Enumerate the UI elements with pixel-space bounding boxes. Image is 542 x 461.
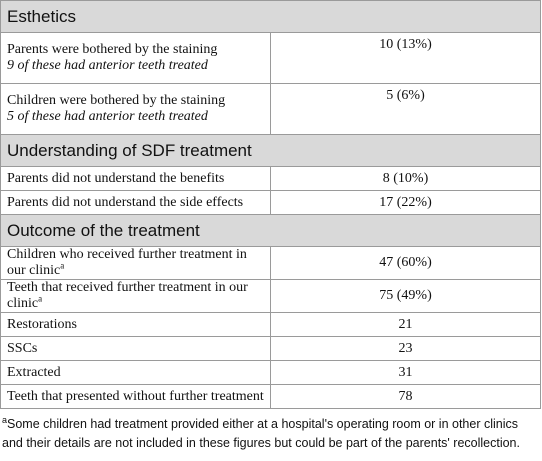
row-label: Teeth that presented without further tre… [7,388,264,404]
data-row: Restorations 21 [0,312,541,337]
row-value: 23 [270,336,541,361]
row-label-cell: Children were bothered by the staining 5 … [0,83,271,135]
footnote: aSome children had treatment provided ei… [2,415,540,453]
row-label-cell: SSCs [0,336,271,361]
row-value: 5 (6%) [270,83,541,135]
row-label: SSCs [7,340,38,356]
row-value: 21 [270,312,541,337]
data-row: SSCs 23 [0,336,541,361]
row-value: 47 (60%) [270,246,541,280]
row-label: Parents did not understand the side effe… [7,194,244,210]
row-label-cell: Extracted [0,360,271,385]
data-row: Parents were bothered by the staining 9 o… [0,32,541,84]
row-label-cell: Parents did not understand the side effe… [0,190,271,215]
row-label: Parents were bothered by the staining [7,42,218,57]
row-label-cell: Restorations [0,312,271,337]
row-label-cell: Teeth that received further treatment in… [0,279,271,313]
data-row: Children were bothered by the staining 5 … [0,83,541,135]
footnote-mark: a [2,414,8,425]
data-row: Extracted 31 [0,360,541,385]
row-label: Teeth that received further treatment in… [7,280,248,311]
row-label-cell: Parents were bothered by the staining 9 o… [0,32,271,84]
data-row: Teeth that received further treatment in… [0,279,541,313]
row-label: Children were bothered by the staining [7,93,226,108]
row-label: Children who received further treatment … [7,247,247,278]
section-title: Esthetics [0,0,541,33]
row-value: 31 [270,360,541,385]
table-body: Esthetics Parents were bothered by the st… [0,0,541,409]
table: Esthetics Parents were bothered by the st… [0,0,541,409]
data-row: Teeth that presented without further tre… [0,384,541,409]
section-row: Understanding of SDF treatment [0,134,541,167]
row-label: Restorations [7,316,77,332]
row-label-cell: Parents did not understand the benefits [0,166,271,191]
row-value: 75 (49%) [270,279,541,313]
section-row: Esthetics [0,0,541,33]
row-value: 78 [270,384,541,409]
footnote-ref: a [60,260,65,271]
section-row: Outcome of the treatment [0,214,541,247]
footnote-text: Some children had treatment provided eit… [2,417,520,450]
row-label-cell: Teeth that presented without further tre… [0,384,271,409]
row-value: 10 (13%) [270,32,541,84]
row-label: Parents did not understand the benefits [7,170,225,186]
data-row: Parents did not understand the side effe… [0,190,541,215]
data-row: Parents did not understand the benefits 8… [0,166,541,191]
footnote-ref: a [38,293,43,304]
row-value: 8 (10%) [270,166,541,191]
row-label-cell: Children who received further treatment … [0,246,271,280]
data-row: Children who received further treatment … [0,246,541,280]
section-title: Outcome of the treatment [0,214,541,247]
row-value: 17 (22%) [270,190,541,215]
section-title: Understanding of SDF treatment [0,134,541,167]
row-note: 5 of these had anterior teeth treated [7,109,208,124]
row-note: 9 of these had anterior teeth treated [7,58,208,73]
row-label: Extracted [7,364,61,380]
